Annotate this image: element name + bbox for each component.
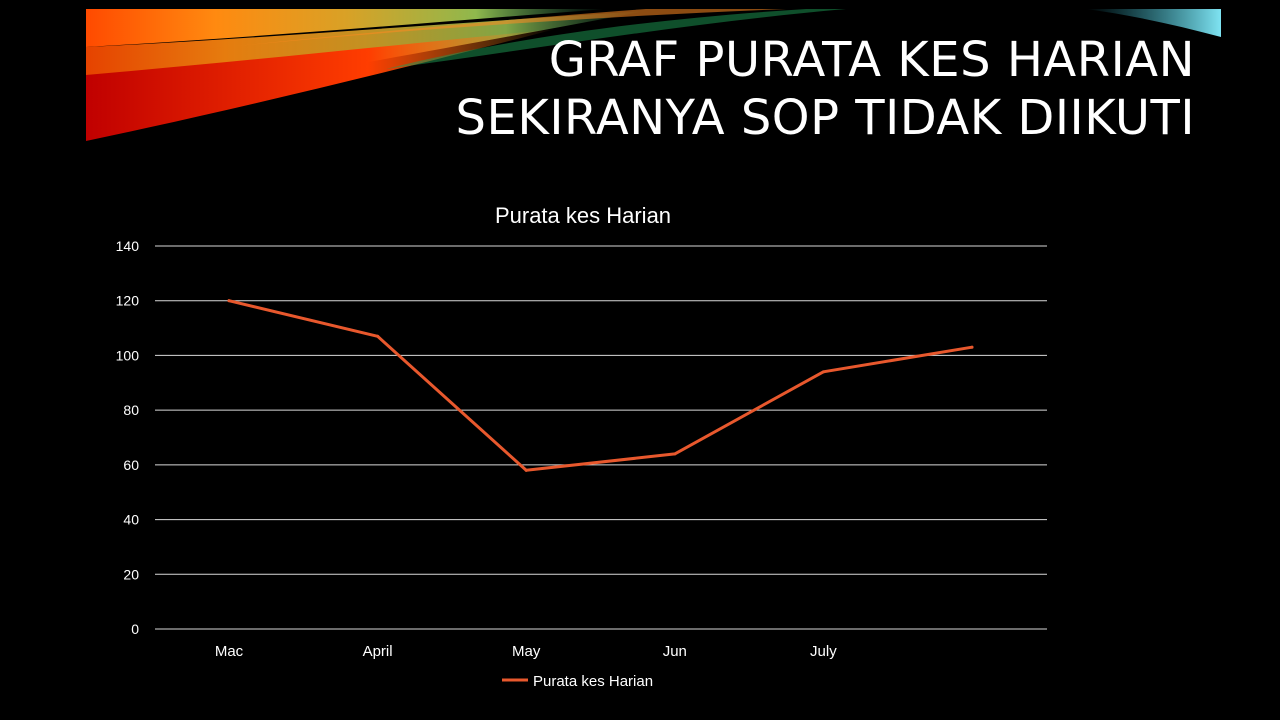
slide-title-line-2: Sekiranya SOP tidak diikuti bbox=[455, 90, 1195, 146]
series-layer bbox=[227, 299, 974, 472]
legend: Purata kes Harian bbox=[502, 673, 653, 690]
data-point bbox=[227, 299, 231, 303]
chart-title: Purata kes Harian bbox=[495, 203, 671, 228]
swoosh-cyan-corner bbox=[1086, 9, 1221, 37]
y-tick-label: 60 bbox=[123, 457, 139, 473]
data-point bbox=[673, 452, 677, 456]
x-axis-tick-labels: Mac April May Jun July bbox=[215, 643, 837, 660]
y-tick-label: 40 bbox=[123, 512, 139, 528]
x-tick-label: July bbox=[810, 643, 837, 660]
data-point bbox=[970, 345, 974, 349]
data-point bbox=[376, 334, 380, 338]
y-tick-label: 0 bbox=[131, 621, 139, 637]
y-tick-label: 20 bbox=[123, 566, 139, 582]
y-tick-label: 100 bbox=[116, 347, 140, 363]
y-axis-tick-labels: 0 20 40 60 80 100 120 140 bbox=[116, 238, 140, 637]
x-tick-label: Mac bbox=[215, 643, 244, 660]
y-tick-label: 80 bbox=[123, 402, 139, 418]
gridlines bbox=[155, 245, 1047, 630]
legend-label: Purata kes Harian bbox=[533, 673, 653, 690]
x-tick-label: May bbox=[512, 643, 541, 660]
slide-title-line-1: Graf Purata Kes Harian bbox=[548, 32, 1195, 88]
slide-title: Graf Purata Kes Harian Sekiranya SOP tid… bbox=[295, 31, 1195, 147]
x-tick-label: Jun bbox=[663, 643, 687, 660]
x-tick-label: April bbox=[363, 643, 393, 660]
decorative-swoosh bbox=[86, 9, 1221, 141]
data-point bbox=[821, 370, 825, 374]
data-point bbox=[524, 468, 528, 472]
series-line bbox=[227, 299, 974, 472]
slide: Graf Purata Kes Harian Sekiranya SOP tid… bbox=[86, 9, 1221, 720]
y-tick-label: 140 bbox=[116, 238, 140, 254]
y-tick-label: 120 bbox=[116, 293, 140, 309]
swoosh-top-band bbox=[86, 9, 606, 47]
